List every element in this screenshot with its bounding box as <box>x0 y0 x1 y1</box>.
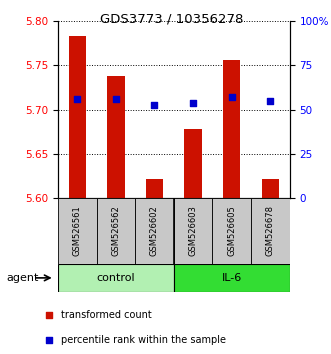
Text: agent: agent <box>7 273 39 283</box>
Text: GSM526678: GSM526678 <box>266 205 275 257</box>
Bar <box>223 60 240 198</box>
Bar <box>135 198 174 264</box>
Point <box>229 95 234 100</box>
Text: IL-6: IL-6 <box>221 273 242 283</box>
Bar <box>174 264 290 292</box>
Text: GDS3773 / 10356278: GDS3773 / 10356278 <box>100 12 244 25</box>
Bar <box>58 198 97 264</box>
Text: GSM526602: GSM526602 <box>150 206 159 256</box>
Bar <box>58 264 174 292</box>
Bar <box>69 36 86 198</box>
Text: percentile rank within the sample: percentile rank within the sample <box>61 335 226 344</box>
Bar <box>97 198 135 264</box>
Point <box>190 100 196 105</box>
Point <box>46 312 51 318</box>
Point <box>46 337 51 342</box>
Text: GSM526561: GSM526561 <box>73 206 82 256</box>
Text: control: control <box>97 273 135 283</box>
Text: GSM526605: GSM526605 <box>227 206 236 256</box>
Bar <box>213 198 251 264</box>
Bar <box>184 129 202 198</box>
Text: GSM526562: GSM526562 <box>111 206 120 256</box>
Bar <box>107 76 124 198</box>
Bar <box>174 198 213 264</box>
Point <box>268 98 273 104</box>
Bar <box>146 179 163 198</box>
Point <box>74 96 80 102</box>
Text: transformed count: transformed count <box>61 310 152 320</box>
Bar <box>261 179 279 198</box>
Bar <box>251 198 290 264</box>
Text: GSM526603: GSM526603 <box>189 206 198 256</box>
Point <box>113 96 118 102</box>
Point <box>152 102 157 108</box>
